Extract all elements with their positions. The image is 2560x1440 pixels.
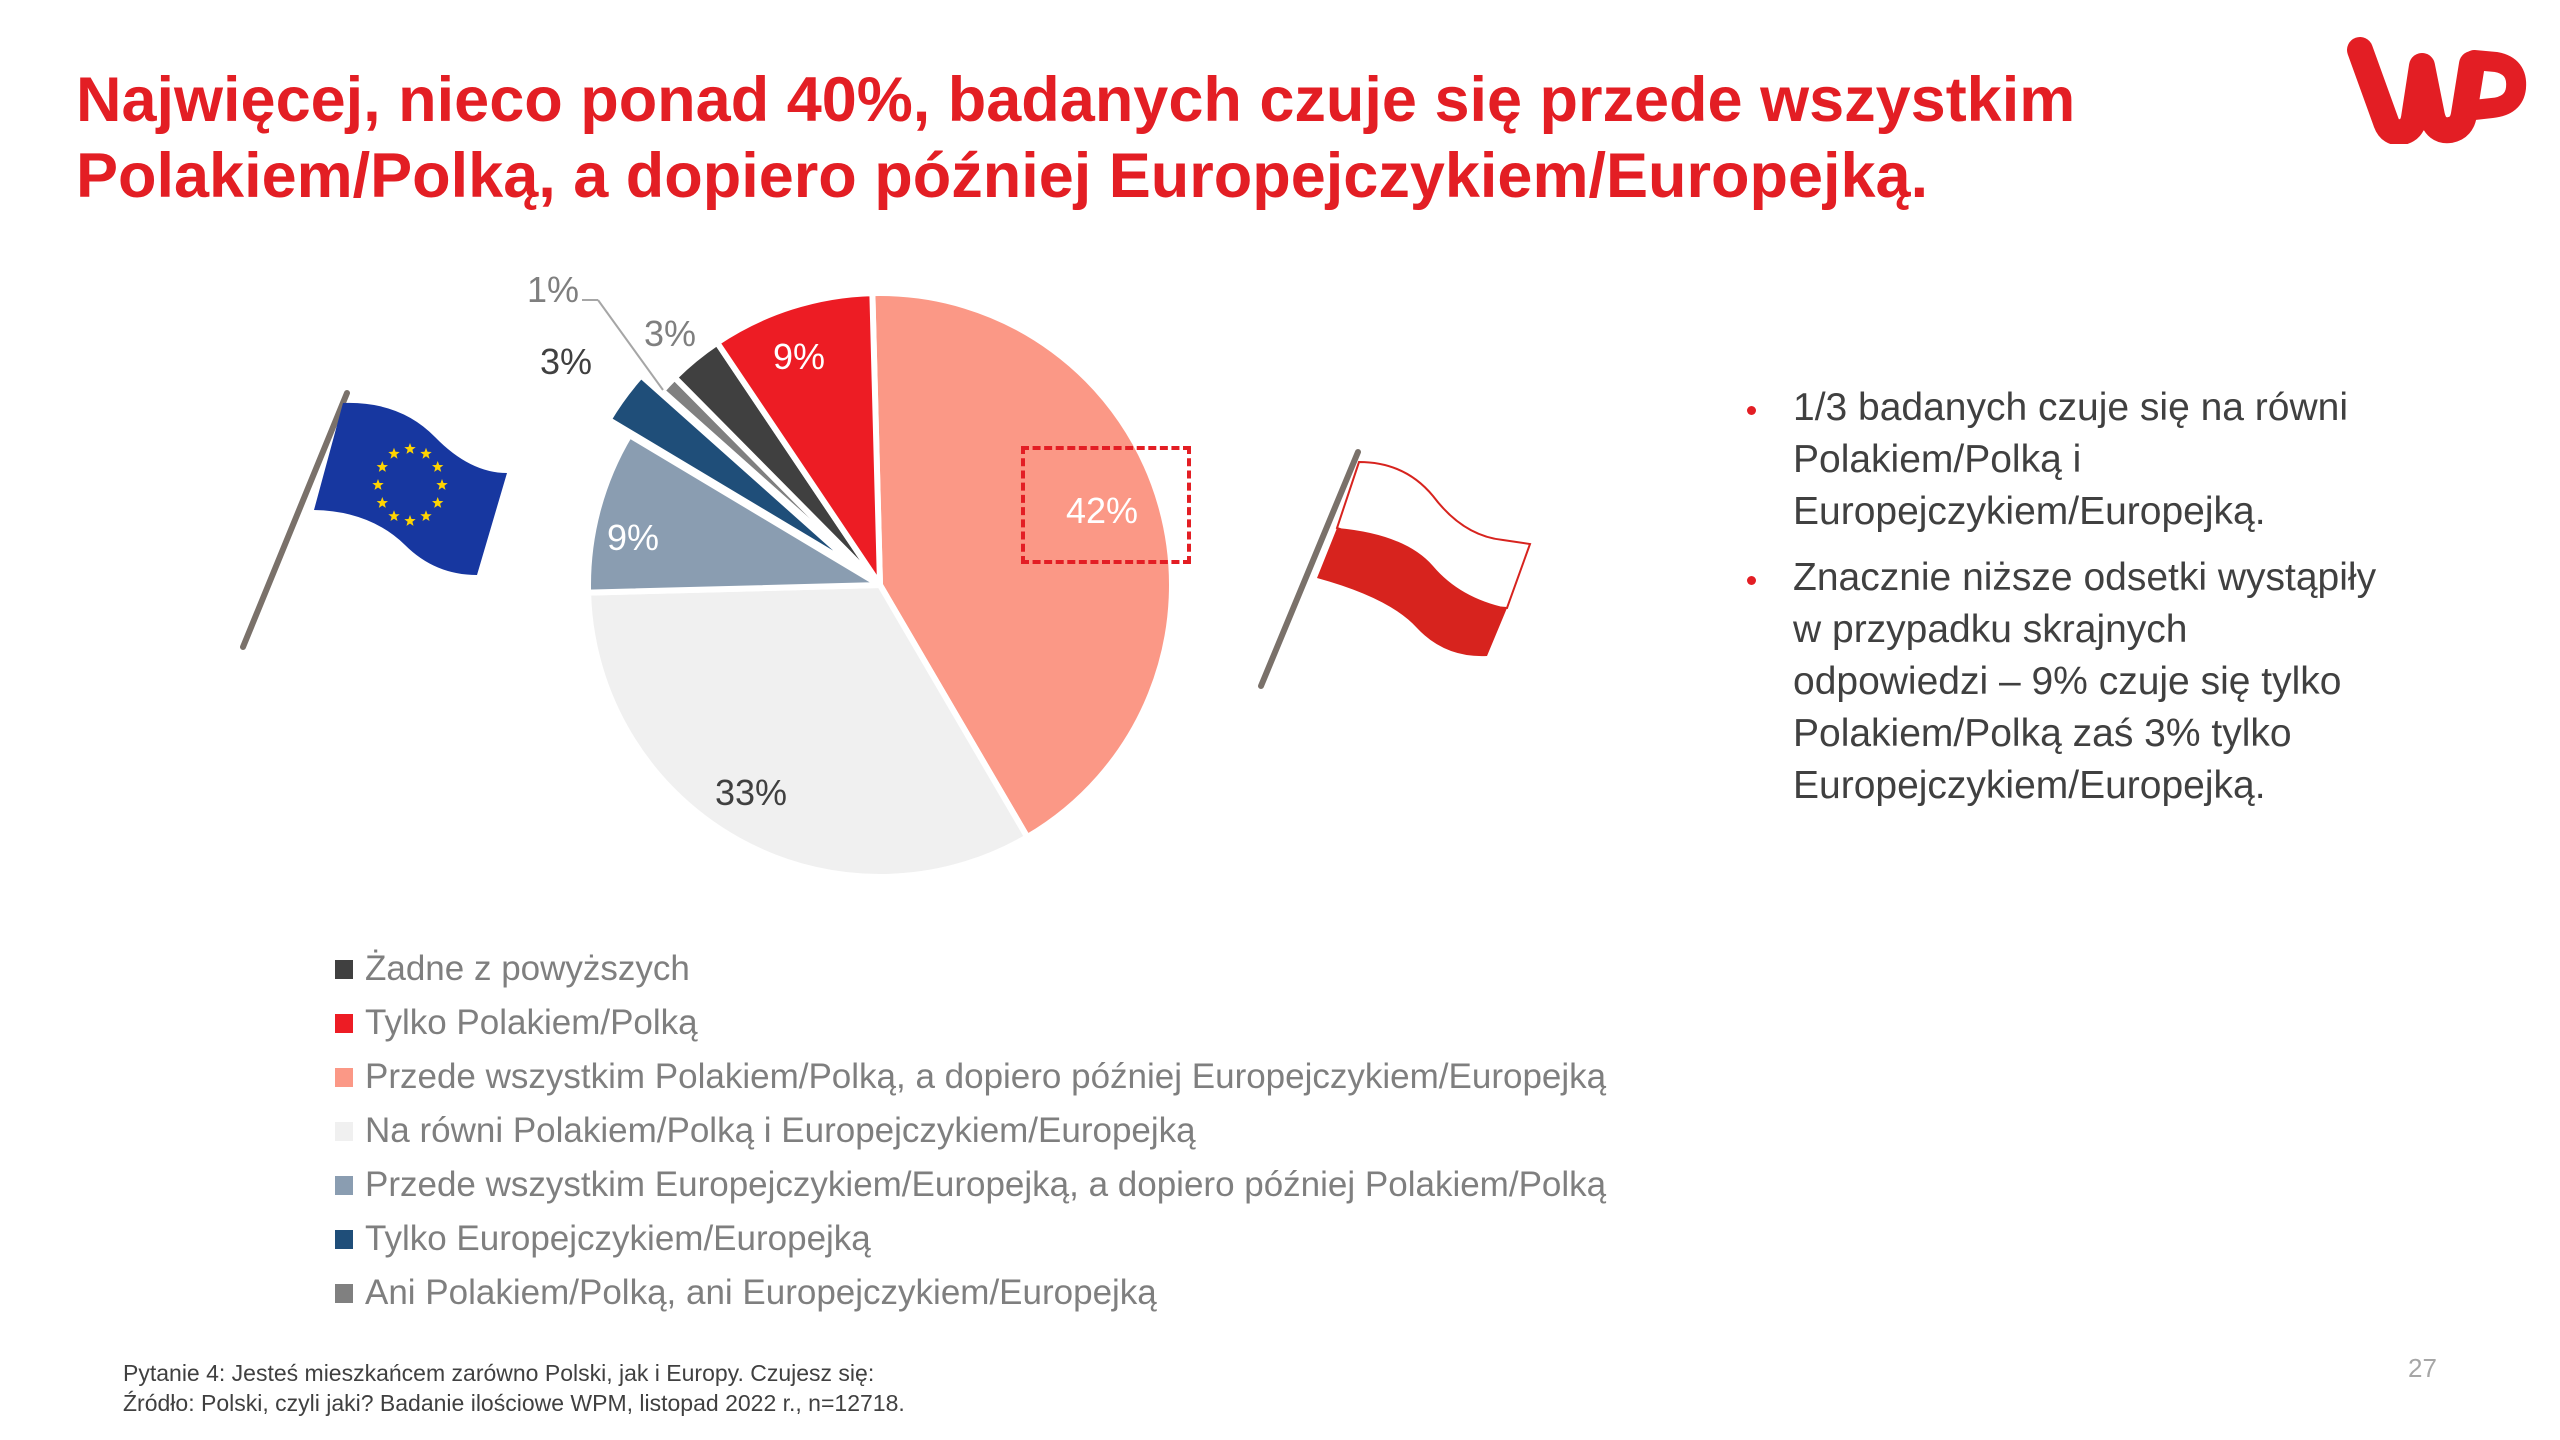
legend-item-european-first: Przede wszystkim Europejczykiem/Europejk… (335, 1158, 1606, 1212)
legend-swatch (335, 1013, 353, 1033)
legend-item-polish-first: Przede wszystkim Polakiem/Polką, a dopie… (335, 1050, 1606, 1104)
legend-label: Ani Polakiem/Polką, ani Europejczykiem/E… (365, 1273, 1157, 1312)
star-icon (376, 461, 388, 472)
legend-swatch (335, 1175, 353, 1195)
pie-label-9-only-polish: 9% (773, 336, 826, 377)
pie-slice (605, 372, 863, 573)
pie-slice (585, 582, 1031, 880)
star-icon (372, 479, 384, 490)
pie-label-3-none: 3% (644, 313, 697, 354)
star-icon (420, 447, 432, 459)
star-icon (404, 443, 416, 454)
key-finding-item: Znacznie niższe odsetki wystąpiły w przy… (1745, 552, 2385, 812)
footnote-question: Pytanie 4: Jesteś mieszkańcem zarówno Po… (123, 1360, 875, 1386)
legend-swatch (335, 1121, 353, 1141)
footnote: Pytanie 4: Jesteś mieszkańcem zarówno Po… (123, 1358, 905, 1418)
star-icon (404, 515, 416, 526)
chart-legend: Żadne z powyższych Tylko Polakiem/Polką … (335, 942, 1606, 1320)
wp-logo (2347, 37, 2527, 144)
pie-label-33: 33% (715, 772, 788, 813)
key-finding-item: 1/3 badanych czuje się na równi Polakiem… (1745, 382, 2385, 538)
star-icon (388, 510, 400, 521)
key-findings-list: 1/3 badanych czuje się na równi Polakiem… (1745, 382, 2385, 826)
footnote-source: Źródło: Polski, czyli jaki? Badanie iloś… (123, 1390, 905, 1416)
star-icon (436, 479, 448, 490)
legend-label: Tylko Europejczykiem/Europejką (365, 1219, 871, 1258)
bullet-dot-icon (1747, 406, 1756, 415)
eu-flag-icon (240, 390, 507, 650)
pie-label-42: 42% (1066, 490, 1139, 531)
legend-swatch (335, 1229, 353, 1249)
legend-item-equal: Na równi Polakiem/Polką i Europejczykiem… (335, 1104, 1606, 1158)
poland-flag-icon (1258, 449, 1532, 689)
leader-line-1pct-diag (597, 299, 664, 391)
legend-label: Żadne z powyższych (365, 949, 690, 988)
legend-label: Przede wszystkim Europejczykiem/Europejk… (365, 1165, 1607, 1204)
star-icon (432, 461, 444, 472)
legend-swatch (335, 1283, 353, 1303)
key-finding-text: Znacznie niższe odsetki wystąpiły w przy… (1793, 556, 2377, 807)
legend-label: Przede wszystkim Polakiem/Polką, a dopie… (365, 1057, 1607, 1096)
legend-label: Tylko Polakiem/Polką (365, 1003, 698, 1042)
pie-slice (585, 432, 883, 596)
star-icon (376, 497, 388, 508)
legend-item-neither: Ani Polakiem/Polką, ani Europejczykiem/E… (335, 1266, 1606, 1320)
legend-label: Na równi Polakiem/Polką i Europejczykiem… (365, 1111, 1196, 1150)
slide-title-line-2: Polakiem/Polką, a dopiero później Europe… (76, 141, 1929, 211)
slide-title: Najwięcej, nieco ponad 40%, badanych czu… (76, 62, 2226, 214)
star-icon (388, 447, 400, 459)
legend-swatch (335, 1067, 353, 1087)
pie-label-3-only-european: 3% (540, 341, 593, 382)
pie-label-9-europe-first: 9% (607, 517, 660, 558)
key-finding-text: 1/3 badanych czuje się na równi Polakiem… (1793, 386, 2349, 533)
bullet-dot-icon (1747, 576, 1756, 585)
legend-item-only-european: Tylko Europejczykiem/Europejką (335, 1212, 1606, 1266)
pie-slice (869, 290, 1175, 841)
pie-label-1-neither: 1% (527, 269, 580, 310)
legend-item-only-polish: Tylko Polakiem/Polką (335, 996, 1606, 1050)
star-icon (432, 497, 444, 508)
legend-item-none: Żadne z powyższych (335, 942, 1606, 996)
pie-slice (714, 290, 883, 588)
legend-swatch (335, 959, 353, 979)
star-icon (420, 510, 432, 521)
slide-title-line-1: Najwięcej, nieco ponad 40%, badanych czu… (76, 65, 2076, 135)
highlight-box-42pct (1021, 446, 1191, 564)
page-number: 27 (2408, 1353, 2437, 1383)
